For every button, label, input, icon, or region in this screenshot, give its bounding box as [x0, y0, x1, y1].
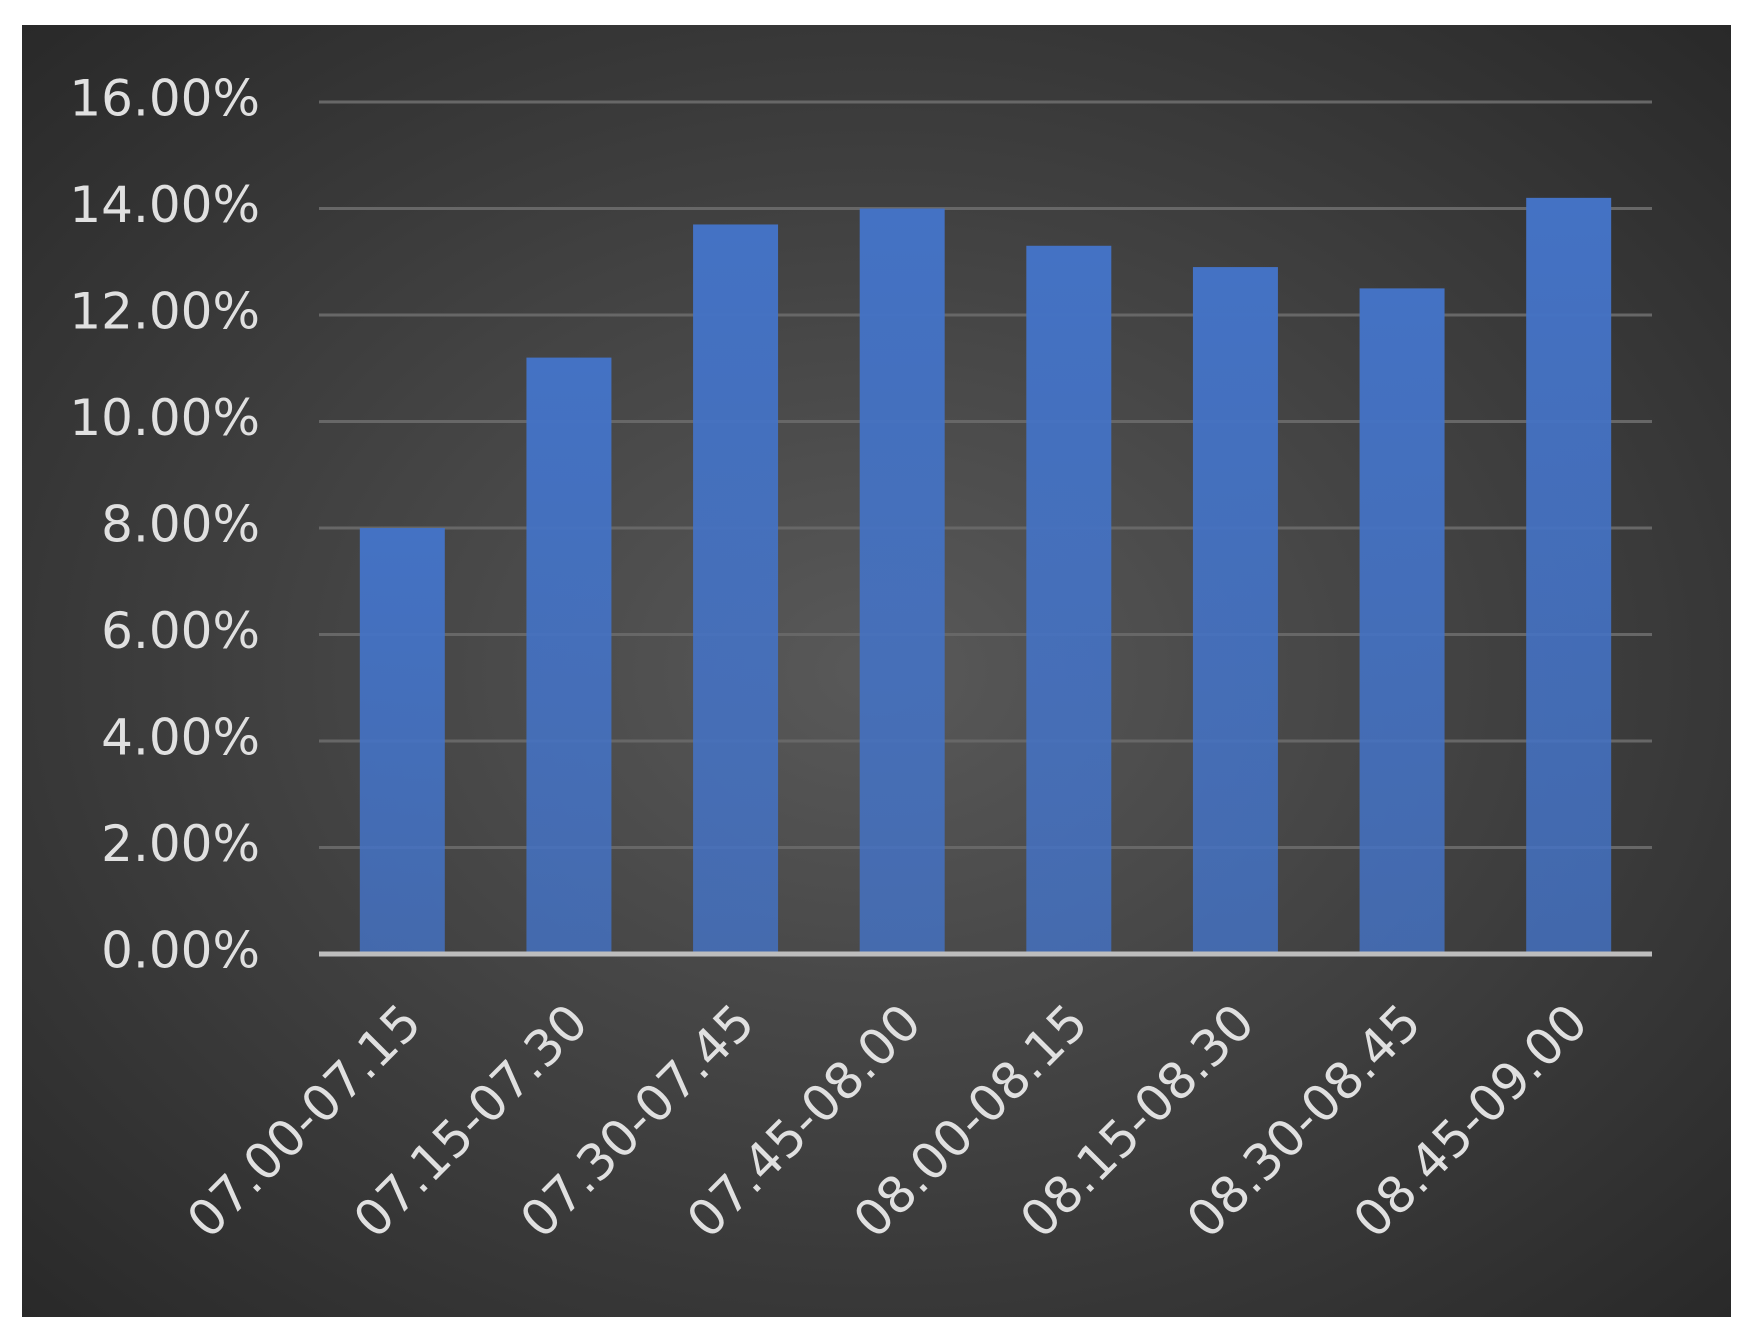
y-tick-label: 16.00% — [69, 70, 260, 128]
y-tick-label: 2.00% — [101, 815, 260, 873]
bar — [1192, 267, 1278, 954]
bar — [693, 224, 779, 955]
bar — [859, 208, 945, 954]
bar — [1526, 197, 1612, 955]
bar — [1026, 245, 1112, 954]
y-tick-label: 14.00% — [69, 176, 260, 234]
y-tick-label: 6.00% — [101, 602, 260, 660]
y-tick-label: 10.00% — [69, 389, 260, 447]
bar — [526, 357, 612, 955]
y-tick-label: 8.00% — [101, 496, 260, 554]
y-tick-label: 12.00% — [69, 283, 260, 341]
bar — [359, 528, 445, 954]
bar — [1359, 288, 1445, 954]
y-tick-label: 0.00% — [101, 922, 260, 980]
y-tick-label: 4.00% — [101, 709, 260, 767]
